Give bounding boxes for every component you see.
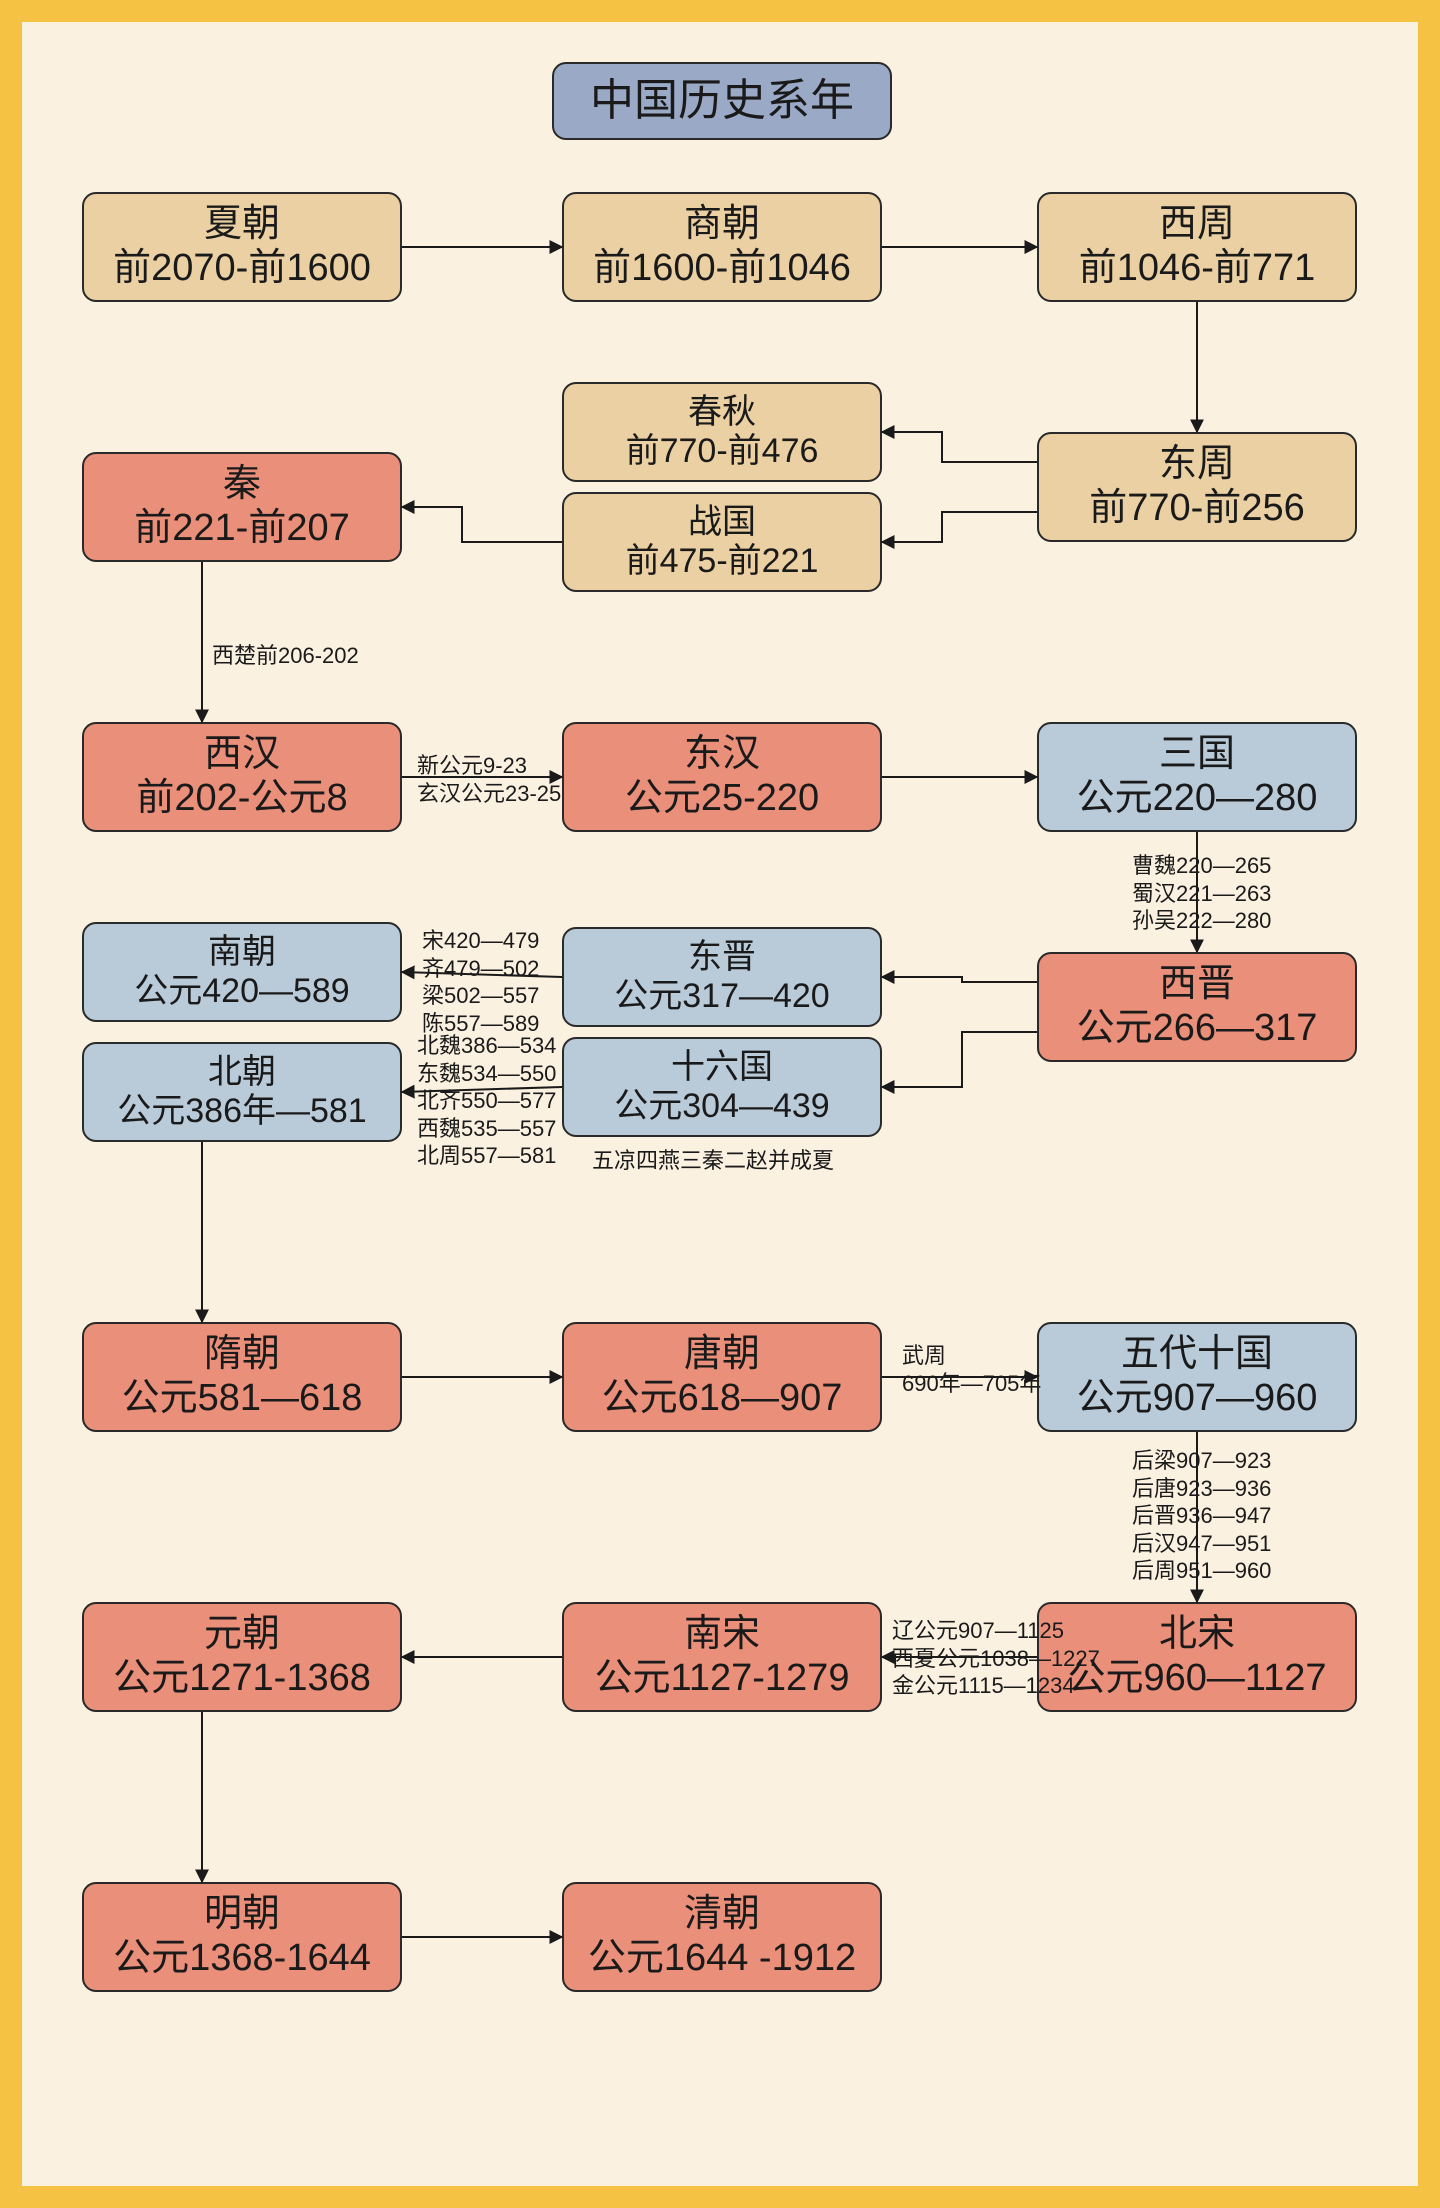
node-xia-name: 夏朝: [204, 203, 280, 247]
annot-wuzhou: 武周 690年—705年: [902, 1342, 1041, 1397]
node-xizhou: 西周 前1046-前771: [1037, 192, 1357, 302]
node-zhanguo-period: 前475-前221: [626, 542, 819, 581]
node-dongzhou-period: 前770-前256: [1089, 487, 1304, 531]
node-shang: 商朝 前1600-前1046: [562, 192, 882, 302]
node-beichao-period: 公元386年—581: [117, 1092, 366, 1131]
node-dongjin-period: 公元317—420: [614, 977, 829, 1016]
node-shang-period: 前1600-前1046: [593, 247, 851, 291]
annot-xin: 新公元9-23 玄汉公元23-25: [417, 752, 561, 807]
node-wudai-name: 五代十国: [1121, 1333, 1273, 1377]
node-ming-name: 明朝: [204, 1893, 280, 1937]
node-dongjin-name: 东晋: [688, 938, 756, 977]
edge-xijin-shiliuguo: [882, 1032, 1037, 1087]
node-xizhou-name: 西周: [1159, 203, 1235, 247]
node-nanchao-name: 南朝: [208, 933, 276, 972]
node-shiliuguo: 十六国 公元304—439: [562, 1037, 882, 1137]
node-donghan: 东汉 公元25-220: [562, 722, 882, 832]
node-yuan-period: 公元1271-1368: [113, 1657, 371, 1701]
node-xizhou-period: 前1046-前771: [1079, 247, 1316, 291]
edge-dongzhou-chunqiu: [882, 432, 1037, 462]
node-yuan: 元朝 公元1271-1368: [82, 1602, 402, 1712]
node-sanguo-name: 三国: [1159, 733, 1235, 777]
node-beisong-period: 公元960—1127: [1067, 1657, 1326, 1701]
node-qing: 清朝 公元1644 -1912: [562, 1882, 882, 1992]
node-chunqiu-name: 春秋: [688, 393, 756, 432]
node-dongzhou-name: 东周: [1159, 443, 1235, 487]
node-beichao-name: 北朝: [208, 1053, 276, 1092]
node-chunqiu: 春秋 前770-前476: [562, 382, 882, 482]
node-zhanguo: 战国 前475-前221: [562, 492, 882, 592]
node-qin: 秦 前221-前207: [82, 452, 402, 562]
node-nanchao: 南朝 公元420—589: [82, 922, 402, 1022]
node-qin-name: 秦: [223, 463, 261, 507]
edge-dongzhou-zhanguo: [882, 512, 1037, 542]
annot-liao-xixia-jin: 辽公元907—1125 西夏公元1038—1227 金公元1115—1234: [892, 1617, 1100, 1700]
node-tang: 唐朝 公元618—907: [562, 1322, 882, 1432]
annot-shiliuguo-footer: 五凉四燕三秦二赵并成夏: [592, 1147, 834, 1175]
node-xijin-name: 西晋: [1159, 963, 1235, 1007]
node-zhanguo-name: 战国: [688, 503, 756, 542]
node-xia: 夏朝 前2070-前1600: [82, 192, 402, 302]
node-xihan: 西汉 前202-公元8: [82, 722, 402, 832]
node-xihan-period: 前202-公元8: [136, 777, 347, 821]
annot-wudai-detail: 后梁907—923 后唐923—936 后晋936—947 后汉947—951 …: [1132, 1447, 1271, 1585]
node-nansong-name: 南宋: [684, 1613, 760, 1657]
node-dongjin: 东晋 公元317—420: [562, 927, 882, 1027]
node-tang-period: 公元618—907: [602, 1377, 843, 1421]
node-dongzhou: 东周 前770-前256: [1037, 432, 1357, 542]
node-shiliuguo-period: 公元304—439: [614, 1087, 829, 1126]
edge-zhanguo-qin: [402, 507, 562, 542]
node-ming-period: 公元1368-1644: [113, 1937, 371, 1981]
edge-xijin-dongjin: [882, 977, 1037, 982]
node-nansong: 南宋 公元1127-1279: [562, 1602, 882, 1712]
node-donghan-name: 东汉: [684, 733, 760, 777]
node-sui-period: 公元581—618: [122, 1377, 363, 1421]
node-chunqiu-period: 前770-前476: [626, 432, 819, 471]
annot-beichao-detail: 北魏386—534 东魏534—550 北齐550—577 西魏535—557 …: [417, 1032, 556, 1170]
node-qing-period: 公元1644 -1912: [588, 1937, 856, 1981]
node-yuan-name: 元朝: [204, 1613, 280, 1657]
node-ming: 明朝 公元1368-1644: [82, 1882, 402, 1992]
node-wudai: 五代十国 公元907—960: [1037, 1322, 1357, 1432]
title-box: 中国历史系年: [552, 62, 892, 140]
annot-xichu: 西楚前206-202: [212, 642, 359, 670]
node-qin-period: 前221-前207: [134, 507, 349, 551]
title-text: 中国历史系年: [590, 76, 854, 127]
annot-sanguo-detail: 曹魏220—265 蜀汉221—263 孙吴222—280: [1132, 852, 1271, 935]
node-sui: 隋朝 公元581—618: [82, 1322, 402, 1432]
node-xihan-name: 西汉: [204, 733, 280, 777]
node-nanchao-period: 公元420—589: [134, 972, 349, 1011]
node-sanguo-period: 公元220—280: [1077, 777, 1318, 821]
node-beisong-name: 北宋: [1159, 1613, 1235, 1657]
node-shang-name: 商朝: [684, 203, 760, 247]
annot-nanchao-detail: 宋420—479 齐479—502 梁502—557 陈557—589: [422, 927, 539, 1037]
diagram-frame: 中国历史系年 夏朝 前2070-前1600 商朝 前1600-前1046 西周 …: [0, 0, 1440, 2208]
node-tang-name: 唐朝: [684, 1333, 760, 1377]
node-shiliuguo-name: 十六国: [671, 1048, 773, 1087]
node-donghan-period: 公元25-220: [625, 777, 819, 821]
node-beichao: 北朝 公元386年—581: [82, 1042, 402, 1142]
node-wudai-period: 公元907—960: [1077, 1377, 1318, 1421]
node-xia-period: 前2070-前1600: [113, 247, 371, 291]
node-xijin: 西晋 公元266—317: [1037, 952, 1357, 1062]
node-sui-name: 隋朝: [204, 1333, 280, 1377]
node-nansong-period: 公元1127-1279: [595, 1657, 850, 1701]
node-sanguo: 三国 公元220—280: [1037, 722, 1357, 832]
node-xijin-period: 公元266—317: [1077, 1007, 1318, 1051]
node-qing-name: 清朝: [684, 1893, 760, 1937]
